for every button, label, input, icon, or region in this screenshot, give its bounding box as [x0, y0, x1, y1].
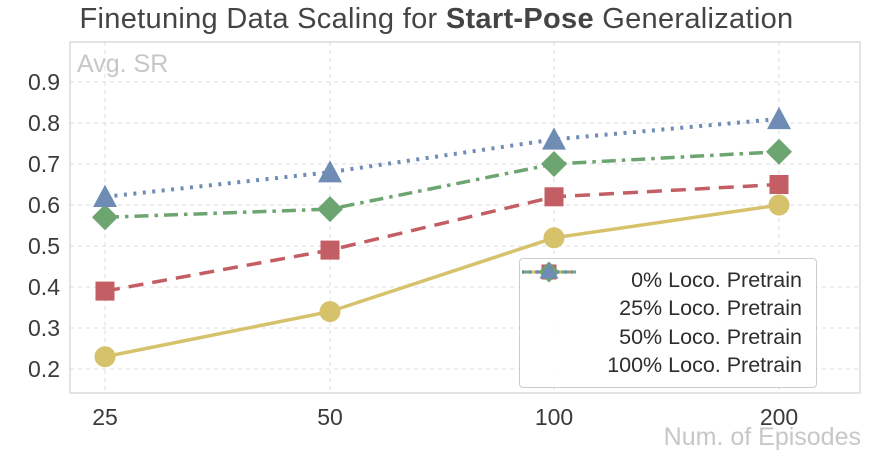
legend-row: 50% Loco. Pretrain	[522, 261, 802, 351]
series-marker-square	[95, 281, 115, 301]
legend-marker-triangle	[539, 262, 559, 279]
series-line	[104, 182, 780, 293]
plot-border	[69, 41, 861, 394]
y-tick-label: 0.8	[28, 110, 60, 136]
chart-title-bold: Start-Pose	[445, 3, 594, 35]
series-marker-square	[769, 175, 789, 194]
series-marker-triangle	[93, 184, 117, 207]
series-marker-triangle	[542, 127, 566, 150]
series-marker-square	[544, 187, 564, 207]
legend-label: 50% Loco. Pretrain	[619, 324, 802, 349]
series-marker-diamond	[92, 204, 118, 231]
legend-label: 25% Loco. Pretrain	[619, 296, 802, 321]
series-marker-diamond	[766, 138, 792, 165]
legend-line-sample	[522, 262, 576, 279]
y-axis-label: Avg. SR	[77, 50, 169, 78]
legend-row: 100% Loco. Pretrain	[522, 262, 802, 380]
chart-title: Finetuning Data Scaling for Start-Pose G…	[0, 3, 873, 36]
series-marker-circle	[768, 194, 790, 216]
series-marker-diamond	[541, 151, 567, 177]
legend-label: 100% Loco. Pretrain	[607, 353, 802, 378]
series-marker-diamond	[317, 196, 343, 223]
y-tick-label: 0.2	[28, 356, 60, 382]
series-marker-square	[320, 240, 340, 260]
legend: 0% Loco. Pretrain 25% Loco. Pretrain 50% L…	[519, 258, 817, 388]
x-tick-label: 200	[760, 404, 798, 430]
x-tick-label: 25	[92, 404, 118, 430]
y-tick-label: 0.6	[28, 192, 60, 218]
y-tick-label: 0.9	[28, 69, 60, 95]
legend-label: 0% Loco. Pretrain	[631, 267, 802, 292]
y-tick-label: 0.4	[28, 274, 60, 300]
series-marker-circle	[543, 227, 565, 249]
x-tick-label: 100	[535, 404, 573, 430]
series-marker-circle	[94, 346, 116, 368]
chart-title-prefix: Finetuning Data Scaling for	[79, 3, 446, 35]
x-axis-label: Num. of Episodes	[663, 423, 861, 451]
series-line	[104, 149, 780, 220]
series-marker-triangle	[767, 106, 791, 130]
series-line	[104, 116, 780, 199]
series-line	[104, 203, 780, 359]
series-marker-triangle	[318, 160, 342, 183]
chart-title-suffix: Generalization	[593, 3, 794, 35]
y-tick-label: 0.3	[28, 315, 60, 341]
y-tick-label: 0.5	[28, 233, 60, 259]
y-tick-label: 0.7	[28, 151, 60, 177]
x-tick-label: 50	[317, 404, 343, 430]
legend-row: 25% Loco. Pretrain	[522, 264, 802, 323]
series-marker-circle	[319, 301, 341, 323]
